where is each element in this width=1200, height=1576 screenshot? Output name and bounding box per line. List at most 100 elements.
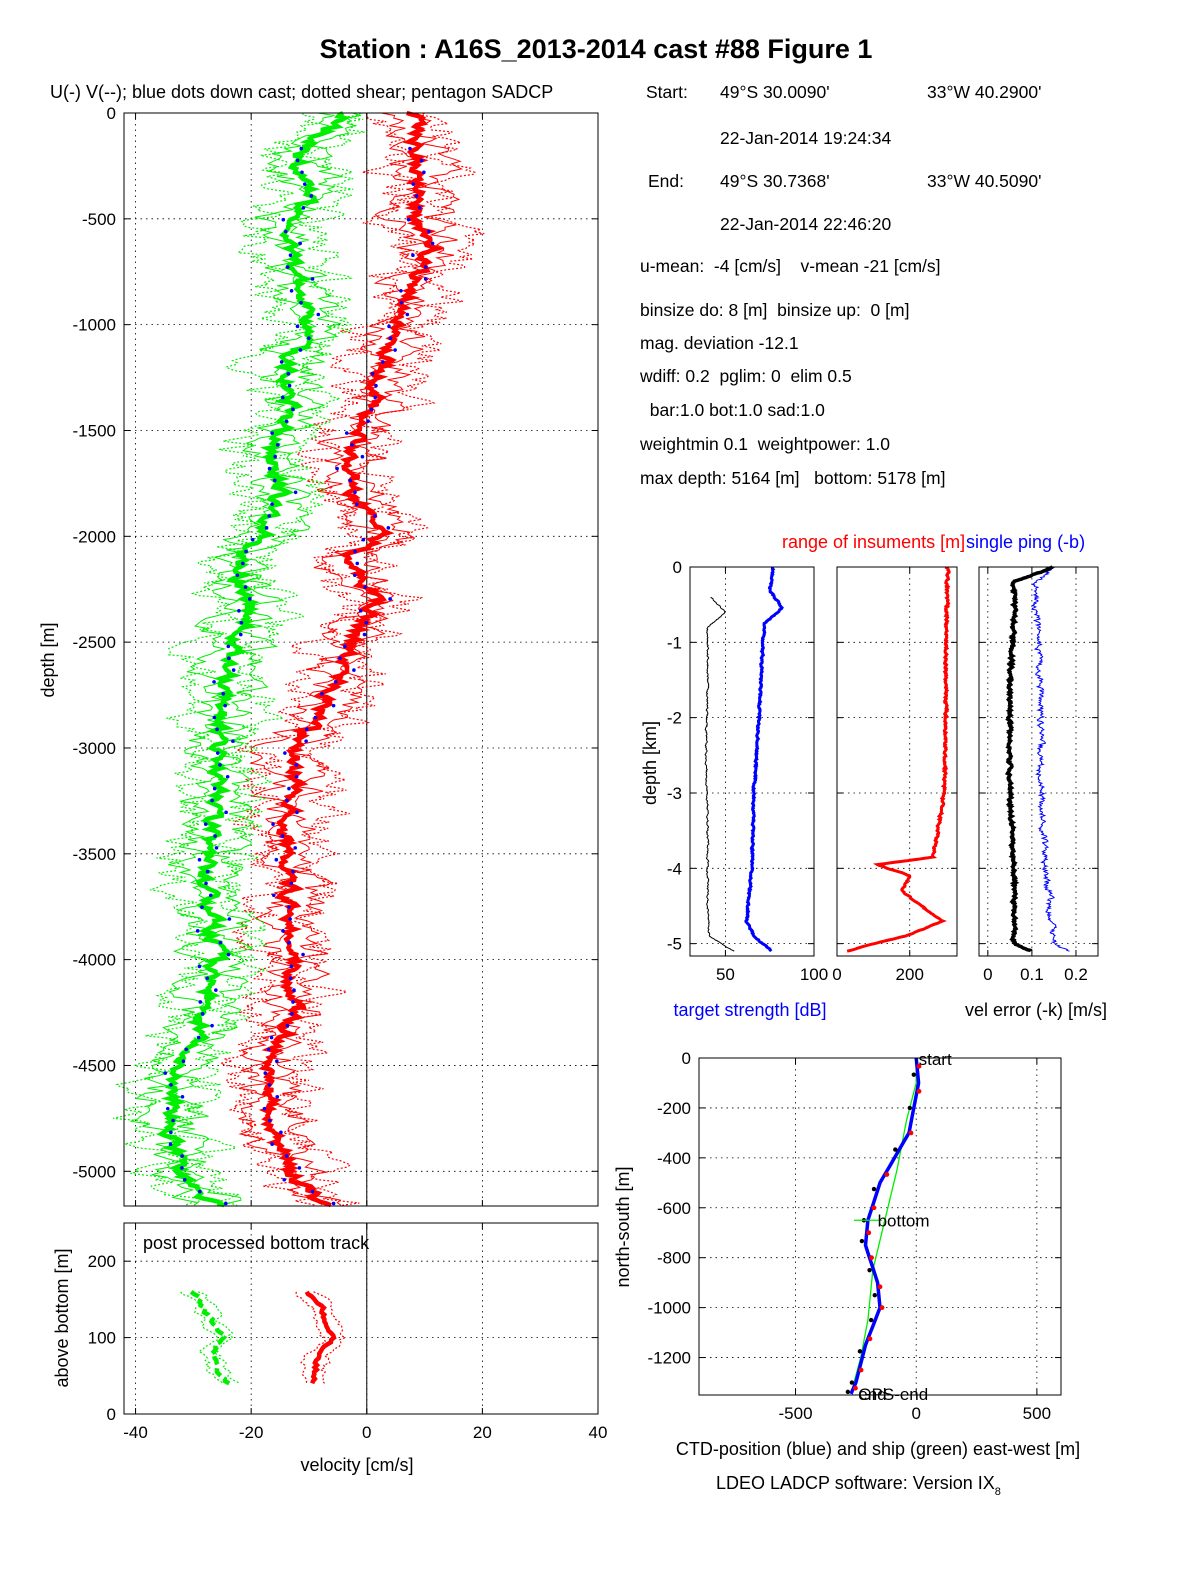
U-downcast-dot <box>267 1083 272 1087</box>
y-tick-label: -400 <box>657 1149 691 1168</box>
target-strength-data <box>704 566 784 953</box>
ctd-marker-red <box>916 1063 922 1069</box>
end-label: End: <box>648 171 684 191</box>
end-lat: 49°S 30.7368' <box>720 171 830 191</box>
V-downcast-dot <box>275 443 280 447</box>
weights-text: bar:1.0 bot:1.0 sad:1.0 <box>640 400 825 420</box>
instrument-range-profile <box>846 566 951 953</box>
U-shear-envelope <box>218 112 421 1206</box>
V-downcast-dot <box>205 976 210 981</box>
U-downcast-dot <box>304 727 309 732</box>
y-tick-label: 0 <box>107 104 116 123</box>
y-tick-label: 200 <box>88 1252 116 1271</box>
U-downcast-dot <box>291 1000 295 1004</box>
x-tick-label: 0.2 <box>1064 965 1088 984</box>
U-downcast-dot <box>283 751 287 755</box>
V-downcast-dot <box>181 1059 186 1064</box>
V-downcast-dot <box>291 407 295 412</box>
V-downcast-dot <box>205 869 210 874</box>
U-downcast-dot <box>289 881 294 886</box>
U-downcast-dot <box>287 786 291 791</box>
ctd-marker-red <box>858 1367 864 1373</box>
U-downcast-dot <box>291 869 295 874</box>
U-downcast-dot <box>361 537 366 542</box>
V-downcast-dot <box>200 905 204 909</box>
U-downcast-dot <box>360 454 365 459</box>
V-downcast-dot <box>316 312 321 317</box>
U-downcast-dot <box>287 940 291 945</box>
software-version-subscript: 8 <box>995 1486 1001 1498</box>
U-downcast-dot <box>333 680 338 684</box>
U-downcast-dot <box>281 929 285 933</box>
instrument-range-grid <box>837 567 957 956</box>
target-strength-label: target strength [dB] <box>673 1000 826 1020</box>
V-downcast-dot <box>208 893 213 898</box>
U-downcast-dot <box>370 371 375 376</box>
U-downcast-dot <box>331 703 336 708</box>
U-downcast-dot <box>313 715 318 720</box>
V-downcast-dot <box>212 680 216 684</box>
single-ping-title: single ping (-b) <box>966 532 1085 552</box>
U-downcast-dot <box>331 1201 336 1206</box>
position-grid <box>699 1058 1061 1395</box>
gps-end-annotation: GPS-end <box>858 1385 928 1404</box>
U-bottom-track-envelope <box>295 1291 327 1384</box>
V-downcast-dot <box>295 158 300 163</box>
U-downcast-dot <box>348 478 353 483</box>
V-downcast-dot <box>169 1130 173 1135</box>
U-downcast-dot <box>295 810 299 815</box>
U-downcast-dot <box>405 312 410 317</box>
V-downcast-dot <box>244 549 248 554</box>
y-tick-label: 0 <box>107 1405 116 1424</box>
U-downcast-dot <box>338 656 342 661</box>
end-annotation: end <box>858 1385 886 1404</box>
target-strength-grid <box>690 567 814 956</box>
binsize-text: binsize do: 8 [m] binsize up: 0 [m] <box>640 300 909 320</box>
ship-marker-black <box>868 1317 874 1323</box>
U-downcast-dot <box>362 632 367 637</box>
V-downcast-dot <box>204 881 208 886</box>
position-ticks: -500 0 500 0 -200 -400 -600 -800 -1000 -1200 <box>648 1049 1061 1423</box>
V-downcast-dot <box>280 395 285 400</box>
V-cast-line <box>170 112 361 1206</box>
instrument-range-title: range of insuments [m] <box>782 532 965 552</box>
x-tick-label: 0 <box>983 965 992 984</box>
y-tick-label: -5 <box>667 935 682 954</box>
U-downcast-dot <box>285 798 289 803</box>
V-downcast-dot <box>279 360 284 364</box>
V-downcast-dot <box>284 419 289 423</box>
instrument-range-frame <box>836 566 958 957</box>
U-downcast-dot <box>426 229 431 234</box>
bottom-track-frame <box>123 1222 599 1415</box>
V-downcast-dot <box>285 265 290 269</box>
instrument-range-data <box>846 566 951 953</box>
V-downcast-dot <box>218 763 222 767</box>
U-profile <box>258 110 445 1208</box>
y-tick-label: -800 <box>657 1249 691 1268</box>
y-tick-label: 0 <box>673 558 682 577</box>
U-downcast-dot <box>287 905 291 909</box>
U-downcast-dot <box>423 265 428 269</box>
software-version: LDEO LADCP software: Version IX8 <box>716 1473 1001 1498</box>
V-downcast-dot <box>295 324 300 329</box>
mean-velocities: u-mean: -4 [cm/s] v-mean -21 [cm/s] <box>640 256 941 276</box>
V-downcast-dot <box>198 1189 202 1194</box>
V-downcast-dot <box>198 1000 203 1004</box>
V-downcast-dot <box>288 253 293 258</box>
target-strength-axes: 50 100 0 -1 -2 -3 -4 -5 depth [km] target stren… <box>640 558 828 1020</box>
x-tick-label: -20 <box>239 1423 264 1442</box>
U-downcast-dot <box>335 466 339 471</box>
wdiff-text: wdiff: 0.2 pglim: 0 elim 0.5 <box>639 366 852 386</box>
V-downcast-dot <box>214 988 218 992</box>
ship-marker-black <box>859 1238 865 1244</box>
station-info: Start: 49°S 30.0090' 33°W 40.2900' 22-Ja… <box>639 82 1041 488</box>
V-downcast-dot <box>237 609 241 613</box>
ctd-marker-red <box>869 1255 874 1261</box>
V-downcast-dot <box>171 1118 175 1123</box>
V-downcast-dot <box>310 277 315 281</box>
ship-marker-black <box>845 1389 851 1395</box>
U-downcast-dot <box>387 324 391 329</box>
V-downcast-dot <box>281 217 286 222</box>
y-tick-label: 100 <box>88 1329 116 1348</box>
